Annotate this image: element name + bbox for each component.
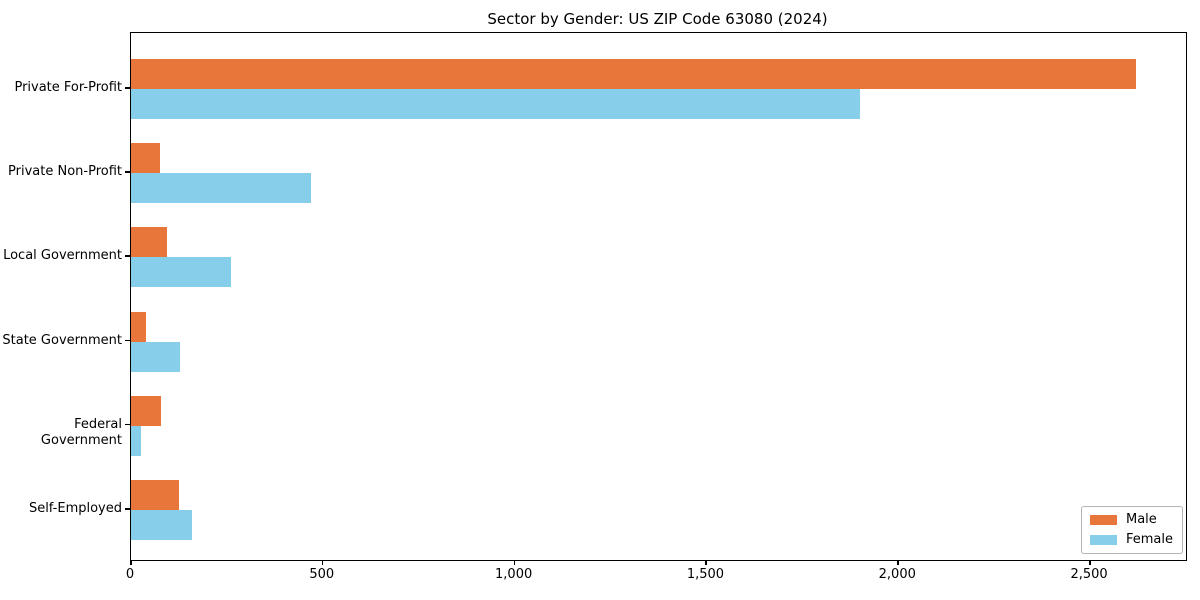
- xtick-mark: [513, 560, 516, 565]
- ytick-label-private-for-profit: Private For-Profit: [14, 80, 122, 95]
- ytick-mark: [125, 423, 130, 426]
- bar-female-local-government: [131, 257, 231, 288]
- bars-layer: [131, 33, 1186, 560]
- bar-female-private-non-profit: [131, 173, 312, 204]
- ytick-mark: [125, 339, 130, 342]
- xtick-label-500: 500: [309, 567, 335, 582]
- xtick-mark: [321, 560, 324, 565]
- ytick-label-federal-government: Federal Government: [40, 416, 122, 448]
- xtick-label-1500: 1,500: [686, 567, 725, 582]
- ytick-label-self-employed: Self-Employed: [28, 501, 122, 516]
- bar-male-private-for-profit: [131, 59, 1137, 89]
- bar-male-state-government: [131, 311, 146, 342]
- bar-male-federal-government: [131, 395, 161, 426]
- ytick-mark: [125, 255, 130, 257]
- legend-label-female: Female: [1125, 532, 1173, 547]
- xtick-label-0: 0: [125, 567, 135, 582]
- xtick-label-2000: 2,000: [878, 567, 916, 582]
- chart-title: Sector by Gender: US ZIP Code 63080 (202…: [487, 10, 828, 28]
- legend-item-female: Female: [1089, 532, 1173, 547]
- plot-area: Male Female: [130, 32, 1187, 561]
- ytick-label-local-government: Local Government: [3, 248, 122, 264]
- bar-male-local-government: [131, 227, 167, 258]
- ytick-label-private-non-profit: Private Non-Profit: [8, 164, 122, 180]
- xtick-mark: [705, 560, 707, 565]
- bar-male-self-employed: [131, 480, 179, 510]
- ytick-mark: [125, 171, 130, 173]
- xtick-label-1000: 1,000: [495, 567, 533, 582]
- legend-swatch-male: [1089, 515, 1117, 525]
- legend-item-male: Male: [1089, 512, 1173, 527]
- legend-swatch-female: [1089, 535, 1117, 545]
- bar-female-self-employed: [131, 510, 192, 540]
- legend-label-male: Male: [1125, 512, 1157, 527]
- xtick-mark: [130, 560, 132, 565]
- ytick-label-state-government: State Government: [2, 332, 122, 348]
- bar-male-private-non-profit: [131, 143, 160, 174]
- ytick-mark: [125, 87, 130, 89]
- bar-female-private-for-profit: [131, 89, 860, 119]
- bar-female-state-government: [131, 341, 181, 372]
- xtick-mark: [897, 560, 899, 565]
- legend: Male Female: [1080, 506, 1183, 554]
- bar-female-federal-government: [131, 425, 141, 456]
- xtick-mark: [1089, 560, 1091, 565]
- xtick-label-2500: 2,500: [1070, 567, 1108, 582]
- ytick-mark: [125, 508, 130, 510]
